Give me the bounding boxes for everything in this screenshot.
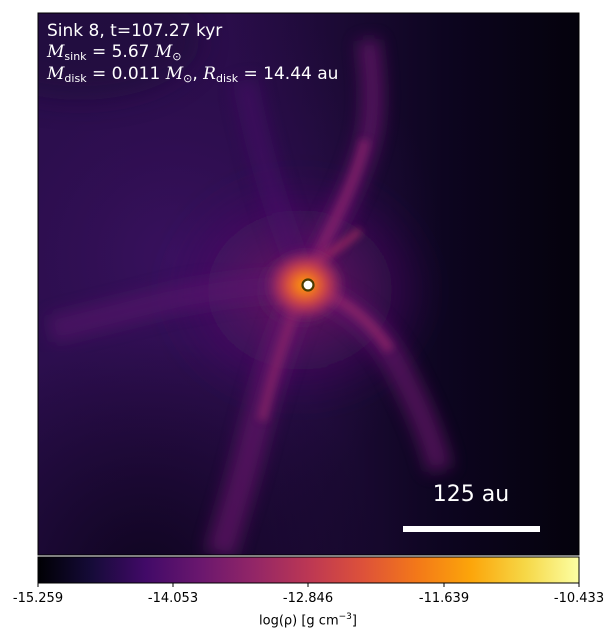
msink-unit: M (154, 42, 173, 62)
rdisk-value: = 14.44 au (243, 64, 339, 84)
sink-marker (301, 278, 315, 292)
density-map (38, 13, 579, 555)
sink-title: Sink 8, t=107.27 kyr (47, 21, 222, 42)
rdisk-symbol: R (203, 64, 216, 84)
mdisk-symbol: M (47, 64, 65, 84)
mdisk-unit: M (165, 64, 184, 84)
colorbar-tick-label: -11.639 (418, 591, 470, 606)
colorbar-tick-label: -15.259 (12, 591, 64, 606)
msink-unit-sub: ⊙ (172, 50, 182, 63)
sink-mass-line: Msink = 5.67 M⊙ (47, 42, 182, 67)
disk-line: Mdisk = 0.011 M⊙, Rdisk = 14.44 au (47, 64, 339, 85)
colorbar-tick-label: -12.846 (282, 591, 334, 606)
colorbar-label: log(ρ) [g cm−3] (259, 612, 357, 628)
colorbar-label-exp: −3 (338, 612, 352, 622)
colorbar-label-main: log(ρ) [g cm (259, 613, 339, 629)
rdisk-sub: disk (215, 72, 239, 85)
colorbar-tick-label: -14.053 (147, 591, 199, 606)
msink-symbol: M (47, 42, 65, 62)
msink-sub: sink (64, 50, 87, 63)
colorbar (37, 556, 580, 587)
mdisk-unit-sub: ⊙ (183, 72, 193, 85)
sink-title-text: Sink 8, t=107.27 kyr (47, 21, 223, 41)
msink-value: = 5.67 (91, 42, 150, 62)
colorbar-label-close: ] (351, 613, 357, 629)
mdisk-sub: disk (64, 72, 87, 85)
scale-bar (403, 526, 540, 532)
scale-bar-label: 125 au (432, 482, 510, 507)
colorbar-tick-label: -10.433 (553, 591, 605, 606)
mdisk-value: = 0.011 (91, 64, 161, 84)
